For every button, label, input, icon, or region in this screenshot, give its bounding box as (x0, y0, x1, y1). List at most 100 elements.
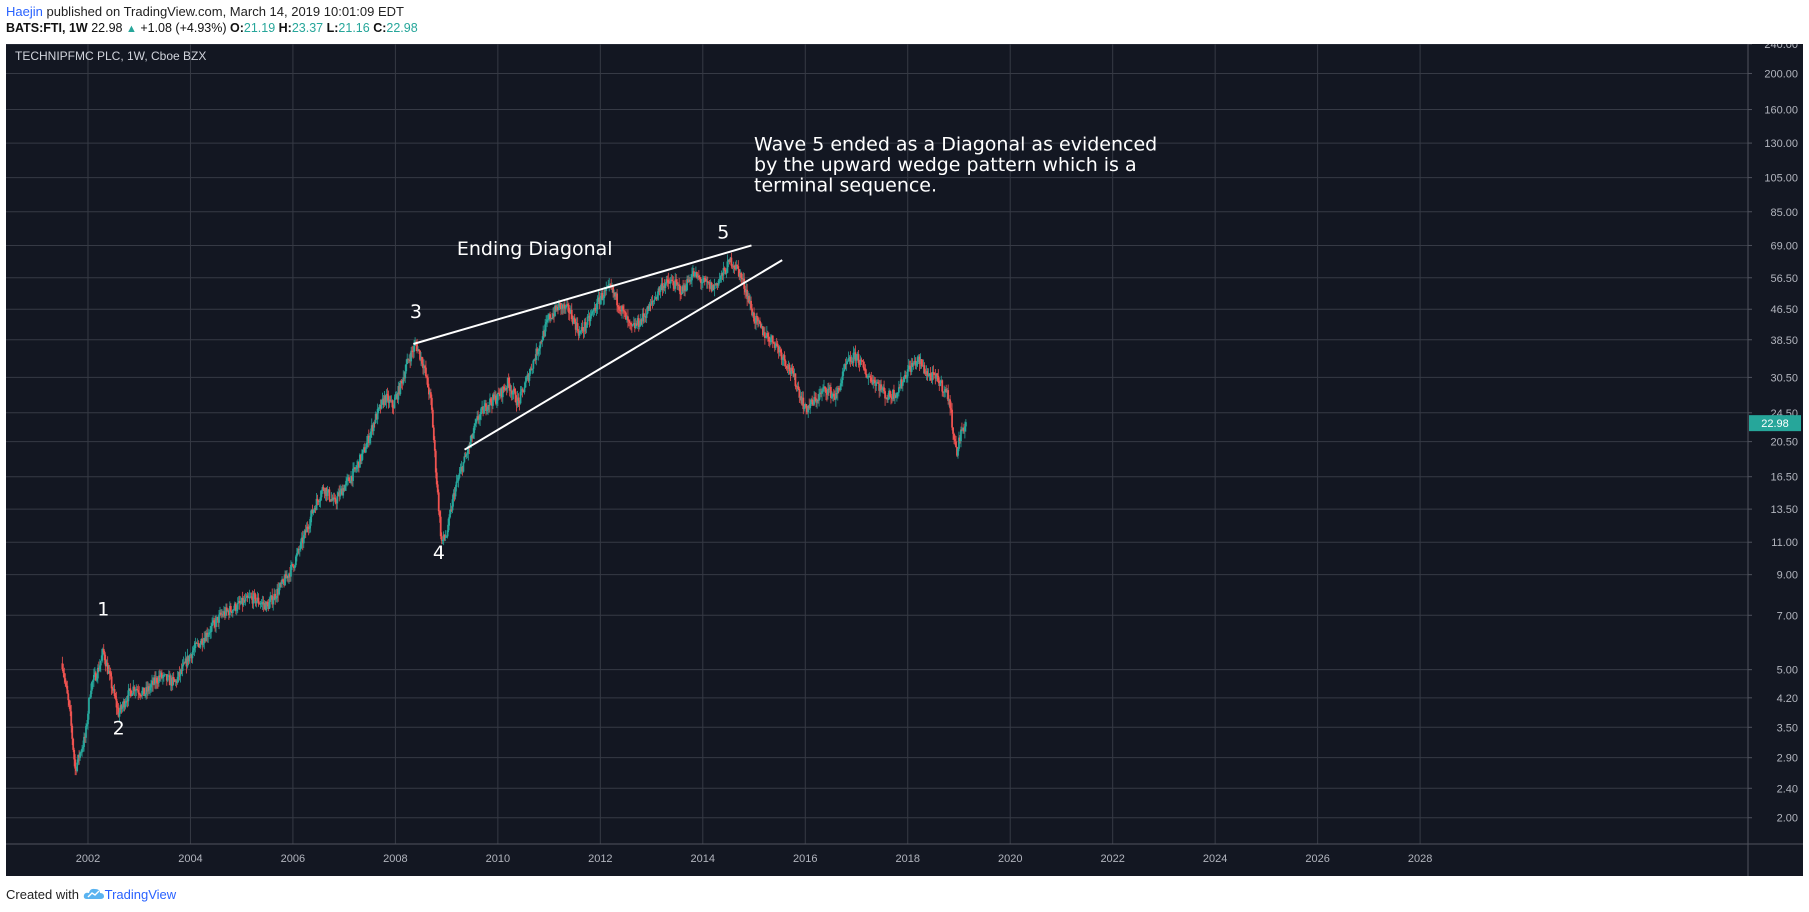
candle-body (922, 365, 925, 367)
candle (840, 376, 843, 387)
candle-body (607, 284, 610, 287)
candle (524, 376, 527, 388)
candle (75, 766, 78, 776)
candle-body (389, 399, 392, 402)
candle-body (367, 435, 370, 443)
candle (807, 404, 810, 418)
candle (131, 693, 134, 697)
lower-wedge-line (464, 259, 783, 451)
candle (147, 681, 149, 696)
candle-body (479, 414, 482, 420)
price-chart[interactable]: 240.00200.00160.00130.00105.0085.0069.00… (6, 44, 1803, 876)
candle (713, 278, 716, 297)
candle-body (637, 318, 640, 327)
candle (488, 405, 490, 413)
candle (360, 454, 362, 465)
candle-body (519, 391, 522, 404)
candle (522, 389, 525, 393)
candle-body (510, 390, 513, 395)
candle (491, 397, 493, 414)
candle-body (326, 490, 329, 496)
candle-body (720, 273, 723, 277)
candle (119, 701, 122, 714)
candle-body (856, 354, 859, 355)
candle (129, 683, 132, 698)
candle-body (204, 637, 207, 642)
candle (683, 283, 685, 297)
candle-body (472, 433, 475, 439)
candle-body (557, 306, 559, 311)
candle (661, 277, 664, 296)
candle (497, 387, 500, 394)
candle (376, 403, 379, 425)
candle-body (864, 368, 867, 374)
candle-body (186, 655, 189, 667)
candle-body (911, 362, 914, 366)
candle-body (524, 381, 527, 388)
candle-body (132, 686, 135, 694)
candle (925, 365, 928, 381)
candle-body (400, 380, 403, 382)
candle (356, 460, 358, 473)
candle-body (671, 279, 674, 282)
candle-body (785, 365, 788, 369)
candle-body (793, 373, 796, 377)
candle (273, 588, 276, 601)
candle (110, 671, 113, 695)
candle (452, 489, 455, 507)
candle-body (584, 322, 587, 328)
candle (711, 284, 714, 292)
candle-body (497, 392, 500, 394)
candle-body (723, 268, 726, 270)
candle-body (181, 664, 184, 671)
wave5-note-line: by the upward wedge pattern which is a (754, 154, 1137, 176)
candle-body (899, 379, 902, 389)
candle-body (417, 349, 419, 352)
candle-body (831, 393, 834, 395)
candle (745, 283, 748, 297)
candle-body (751, 308, 753, 316)
candle (667, 272, 670, 290)
candle (891, 394, 893, 404)
candle (229, 603, 232, 613)
candle-body (183, 662, 186, 664)
candle (933, 372, 936, 376)
candle-body (453, 493, 456, 497)
candle (738, 269, 741, 281)
candle (383, 391, 386, 407)
candle (586, 313, 589, 328)
candle-body (923, 365, 926, 374)
candle (680, 292, 683, 300)
candle-body (908, 365, 911, 367)
candle (205, 629, 208, 642)
candle-body (952, 427, 954, 434)
candle-body (859, 359, 862, 365)
candle-body (806, 408, 809, 413)
candle-body (325, 487, 328, 496)
candle (794, 373, 797, 390)
price-change: +1.08 (+4.93%) (140, 21, 227, 35)
candle-body (724, 269, 727, 274)
candle (395, 391, 398, 399)
candle (627, 309, 629, 328)
candle (337, 488, 340, 497)
candle (823, 379, 825, 397)
candle-body (841, 371, 844, 381)
candle-body (330, 499, 333, 501)
candle-body (520, 389, 523, 392)
candle-body (631, 324, 634, 326)
candle (288, 572, 290, 585)
candle-body (690, 280, 692, 282)
tradingview-brand-link[interactable]: TradingView (104, 887, 177, 902)
candle-body (734, 267, 737, 270)
candle-body (334, 497, 337, 503)
candle-body (884, 391, 886, 399)
candle (655, 296, 658, 302)
candle (779, 346, 782, 357)
candle-body (615, 293, 617, 297)
wave-label-3: 3 (410, 301, 422, 323)
candle-body (241, 597, 244, 606)
candle-body (304, 530, 307, 533)
author-link[interactable]: Haejin (6, 4, 43, 19)
candle-body (820, 392, 822, 394)
